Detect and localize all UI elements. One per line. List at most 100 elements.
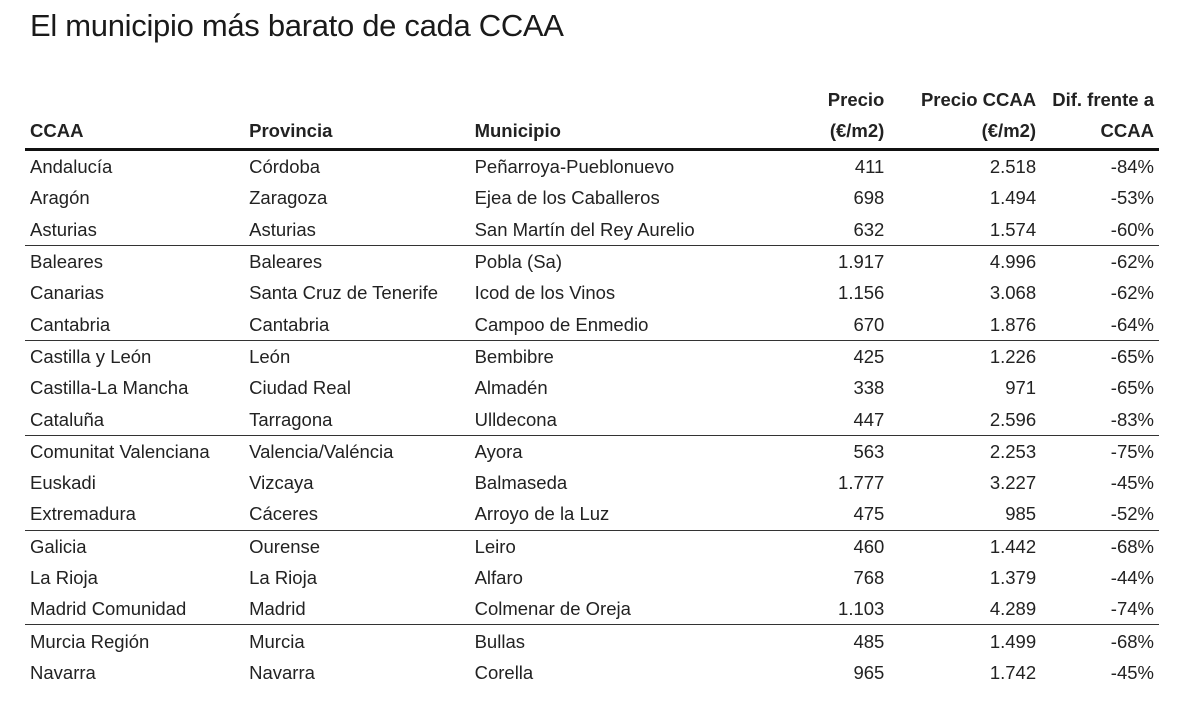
cell-ccaa: Comunitat Valenciana [30, 440, 210, 462]
cell-municipio: Alfaro [474, 567, 523, 588]
cell-precio: 1.917 [838, 251, 885, 273]
header-line1: Precio CCAA [920, 89, 1037, 110]
cell-ccaa: Murcia Región [30, 630, 150, 652]
cell-precio: 447 [761, 403, 890, 436]
header-line1: Dif. frente a [1052, 89, 1154, 110]
cell-municipio: Colmenar de Oreja [469, 593, 762, 626]
cell-municipio: Bullas [474, 630, 525, 652]
table-row: Andalucía Córdoba Peñarroya-Pueblonuevo 411… [25, 150, 1159, 183]
header-line2: Provincia [249, 120, 333, 141]
cell-ccaa: Madrid Comunidad [25, 593, 245, 626]
table-row: Comunitat Valenciana Valencia/Valéncia Ayo… [25, 435, 1159, 467]
cell-provincia: Murcia [249, 630, 305, 652]
table-row: Castilla y León León Bembibre 425 1.226 -65% [25, 340, 1159, 372]
cell-dif: -65% [1110, 377, 1154, 399]
cell-precio: 425 [853, 345, 885, 367]
table-row: Cataluña Tarragona Ulldecona 447 2.596 -83% [25, 403, 1159, 436]
cell-precio-ccaa: 4.289 [889, 593, 1042, 626]
header-line2: CCAA [30, 120, 84, 141]
cell-precio-ccaa: 4.996 [989, 251, 1037, 273]
column-header-municipio: Municipio [469, 82, 762, 151]
cell-municipio: Bembibre [474, 345, 554, 367]
cell-precio-ccaa: 1.379 [989, 567, 1037, 588]
cell-precio: 411 [854, 156, 885, 178]
cell-municipio: Ayora [474, 440, 523, 462]
column-header-dif: Dif. frente a CCAA [1041, 82, 1159, 151]
header-line2: (€/m2) [981, 120, 1037, 141]
cell-provincia: Navarra [249, 661, 315, 683]
table-row: Extremadura Cáceres Arroyo de la Luz 475 985… [25, 498, 1159, 531]
cell-municipio: San Martín del Rey Aurelio [469, 213, 762, 246]
cell-provincia: Ourense [249, 535, 321, 557]
cell-municipio: Icod de los Vinos [474, 282, 616, 304]
table-row: Euskadi Vizcaya Balmaseda 1.777 3.227 -45% [25, 467, 1159, 498]
cell-provincia: La Rioja [249, 567, 317, 588]
cell-precio: 475 [761, 498, 890, 531]
cell-municipio: Pobla (Sa) [474, 251, 562, 273]
cell-provincia: Baleares [249, 251, 323, 273]
cell-ccaa: Canarias [30, 282, 105, 304]
cell-precio: 768 [853, 567, 885, 588]
column-header-ccaa: CCAA [25, 82, 245, 151]
cell-provincia: Cantabria [244, 308, 470, 341]
cell-precio-ccaa: 2.518 [989, 156, 1037, 178]
cell-precio-ccaa: 2.596 [889, 403, 1042, 436]
cell-provincia: Valencia/Valéncia [249, 440, 394, 462]
cell-ccaa: Asturias [25, 213, 245, 246]
cell-dif: -53% [1110, 187, 1154, 209]
header-row: CCAA Provincia Municipio Precio (€/m2) Prec… [25, 82, 1159, 151]
data-table: CCAA Provincia Municipio Precio (€/m2) Prec… [25, 82, 1159, 688]
cell-dif: -45% [1110, 472, 1154, 494]
cell-provincia: Vizcaya [249, 472, 314, 494]
header-line1 [30, 84, 239, 115]
cell-precio-ccaa: 3.227 [989, 472, 1037, 494]
cell-dif: -44% [1110, 567, 1154, 588]
header-line2: (€/m2) [829, 120, 885, 141]
cell-municipio: Corella [474, 661, 534, 683]
cell-ccaa: Andalucía [30, 156, 113, 178]
cell-precio: 1.103 [761, 593, 890, 626]
table-row: Baleares Baleares Pobla (Sa) 1.917 4.996 -62% [25, 245, 1159, 277]
table-row: Aragón Zaragoza Ejea de los Caballeros 698 1… [25, 182, 1159, 213]
cell-dif: -84% [1110, 156, 1154, 178]
header-line1: Precio [827, 89, 885, 110]
header-line1 [475, 84, 757, 115]
cell-dif: -62% [1110, 251, 1154, 273]
table-row: Cantabria Cantabria Campoo de Enmedio 670 1.… [25, 308, 1159, 341]
header-line2: Municipio [474, 120, 561, 141]
cell-ccaa: Euskadi [30, 472, 96, 494]
column-header-provincia: Provincia [244, 82, 470, 151]
table-row: Madrid Comunidad Madrid Colmenar de Oreja 1… [25, 593, 1159, 626]
cell-dif: -60% [1041, 213, 1159, 246]
cell-precio: 563 [853, 440, 885, 462]
cell-dif: -83% [1041, 403, 1159, 436]
cell-provincia: Tarragona [244, 403, 470, 436]
cell-precio-ccaa: 1.876 [889, 308, 1042, 341]
cell-dif: -75% [1110, 440, 1154, 462]
cell-precio: 1.777 [838, 472, 885, 494]
page-title: El municipio más barato de cada CCAA [30, 8, 564, 43]
cell-precio: 670 [761, 308, 890, 341]
table-row: Murcia Región Murcia Bullas 485 1.499 -68% [25, 625, 1159, 657]
cell-dif: -52% [1041, 498, 1159, 531]
cell-precio-ccaa: 1.574 [889, 213, 1042, 246]
cell-precio-ccaa: 1.442 [989, 535, 1037, 557]
cell-precio-ccaa: 1.494 [989, 187, 1037, 209]
column-header-precio: Precio (€/m2) [761, 82, 890, 151]
cell-precio-ccaa: 1.742 [989, 661, 1037, 683]
cell-municipio: Campoo de Enmedio [469, 308, 762, 341]
cell-ccaa: Aragón [30, 187, 90, 209]
cell-municipio: Ulldecona [469, 403, 762, 436]
cell-municipio: Leiro [474, 535, 516, 557]
cell-precio-ccaa: 3.068 [989, 282, 1037, 304]
cell-provincia: Santa Cruz de Tenerife [249, 282, 438, 304]
cell-precio: 338 [853, 377, 885, 399]
table-row: La Rioja La Rioja Alfaro 768 1.379 -44% [25, 562, 1159, 593]
cell-precio-ccaa: 2.253 [989, 440, 1037, 462]
cell-precio: 632 [761, 213, 890, 246]
cell-dif: -64% [1041, 308, 1159, 341]
cell-provincia: Madrid [244, 593, 470, 626]
cell-precio-ccaa: 985 [889, 498, 1042, 531]
cell-provincia: Cáceres [244, 498, 470, 531]
cell-dif: -68% [1110, 630, 1154, 652]
